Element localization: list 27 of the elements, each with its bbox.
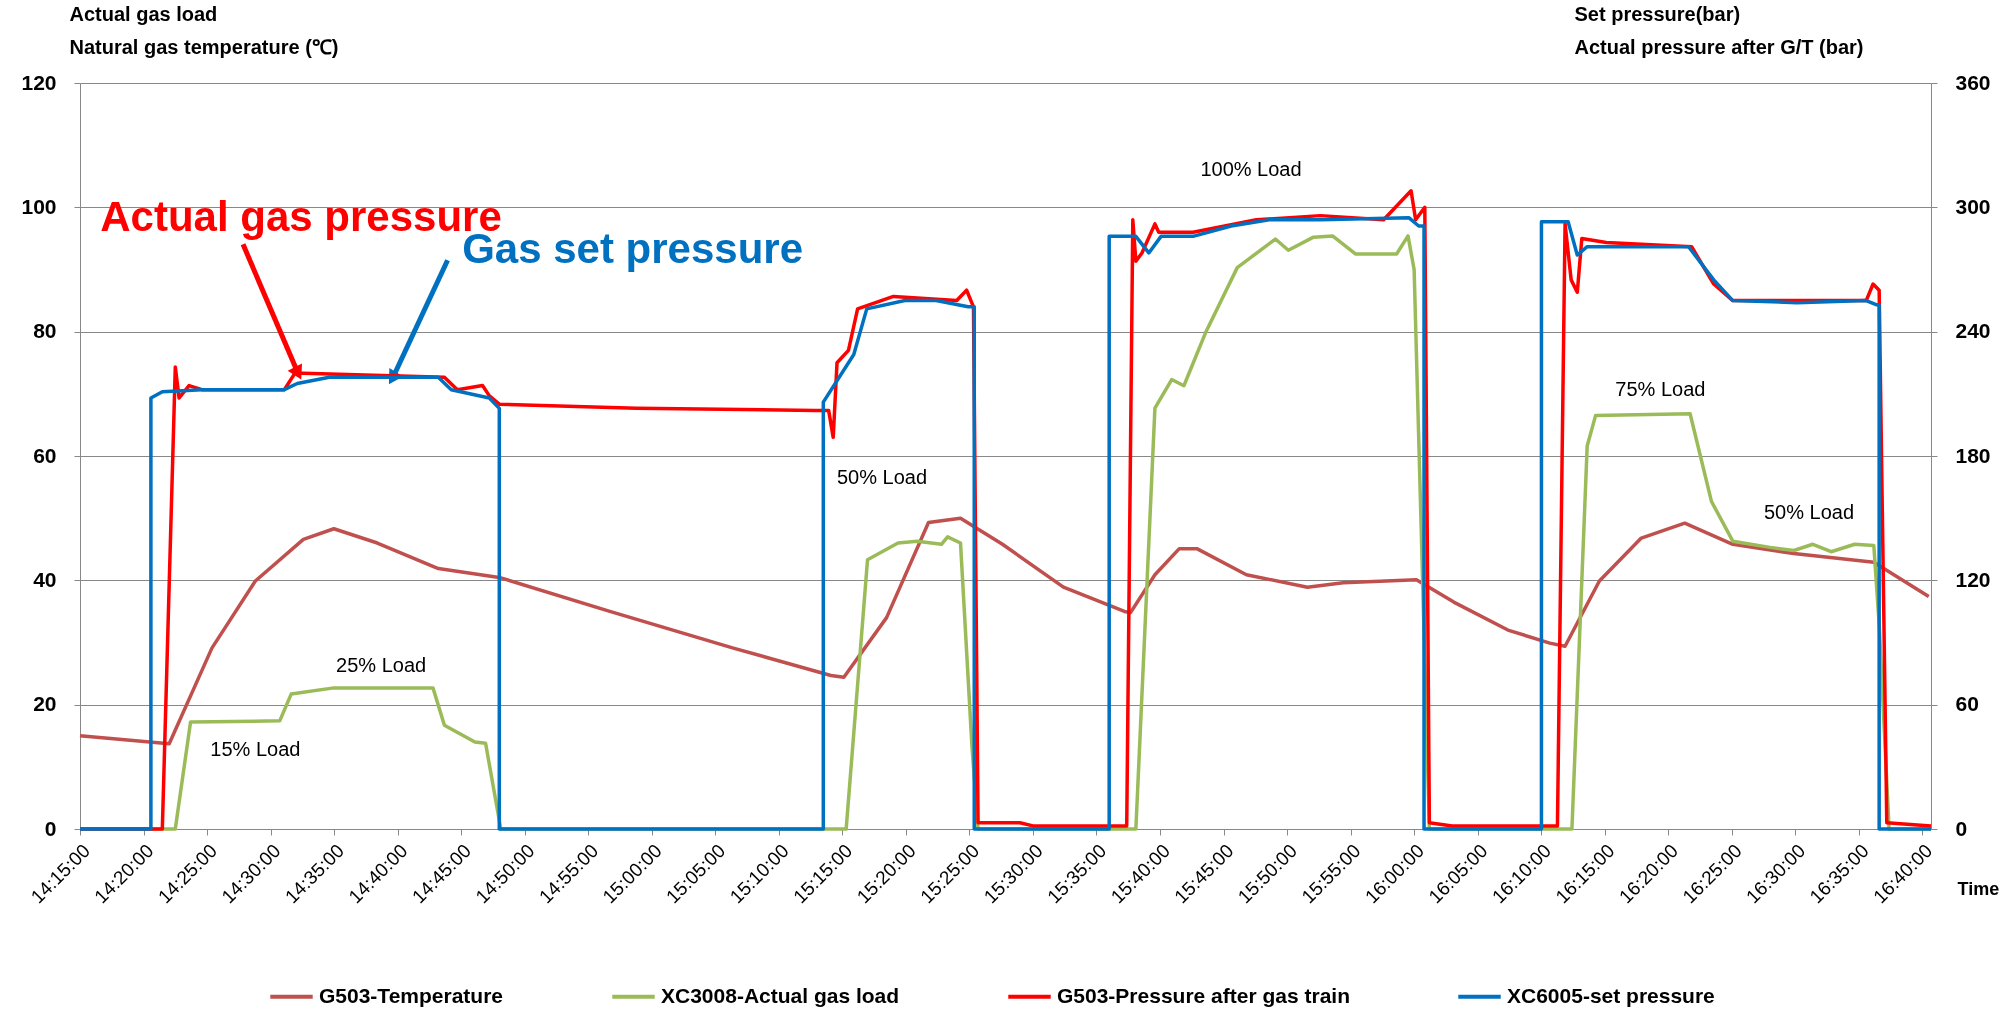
y2-tick-label: 240: [1955, 319, 1991, 343]
y2-tick-label: 120: [1955, 567, 1991, 591]
legend-label: G503-Pressure after gas train: [1057, 983, 1350, 1007]
annotation: 50% Load: [836, 466, 928, 488]
y2-axis-title: Set pressure(bar) Actual pressure after G/T (bar): [1574, 2, 1864, 58]
annotation: 100% Load: [1200, 158, 1302, 180]
y2-tick-label: 300: [1955, 194, 1991, 218]
legend-label: XC3008-Actual gas load: [661, 983, 900, 1007]
annotation: 15% Load: [210, 737, 301, 760]
y-tick-label: 0: [44, 816, 57, 840]
legend-label: XC6005-set pressure: [1507, 983, 1715, 1007]
legend-label: G503-Temperature: [319, 983, 504, 1007]
y-tick-label: 60: [33, 443, 57, 467]
y-tick-label: 40: [33, 567, 57, 591]
annotation: 75% Load: [1615, 378, 1706, 401]
y2-tick-label: 60: [1955, 692, 1979, 716]
y2-tick-label: 180: [1955, 443, 1991, 467]
annotation: 25% Load: [336, 653, 427, 676]
y-tick-label: 100: [21, 194, 57, 218]
y-axis-title: Actual gas load Natural gas temperature (℃): [69, 2, 339, 58]
y-tick-label: 80: [33, 319, 57, 343]
y2-tick-label: 0: [1955, 816, 1968, 840]
x-axis-title: Time: [1957, 878, 2000, 899]
y-tick-label: 20: [33, 692, 57, 716]
y-tick-label: 120: [21, 70, 57, 94]
y2-tick-label: 360: [1955, 70, 1991, 94]
annotation: 50% Load: [1763, 500, 1855, 523]
